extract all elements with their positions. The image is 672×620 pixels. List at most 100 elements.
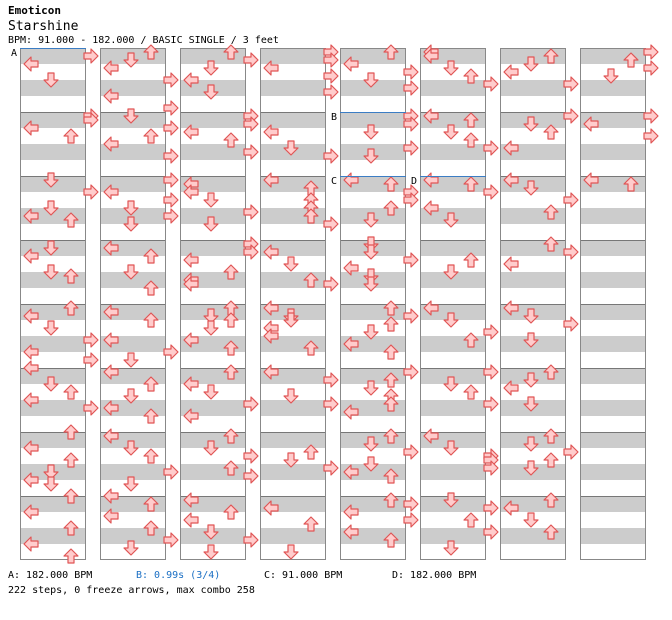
right-arrow-icon [323,148,339,164]
right-arrow-icon [243,396,259,412]
beat-band [21,144,85,160]
measure-line [581,368,645,369]
beat-band [101,208,165,224]
left-arrow-icon [23,392,39,408]
beat-band [341,112,405,128]
left-arrow-icon [583,116,599,132]
measure-line [261,496,325,497]
down-arrow-icon [443,60,459,76]
up-arrow-icon [303,340,319,356]
left-arrow-icon [23,56,39,72]
measure-line [21,432,85,433]
beat-band [261,432,325,448]
left-arrow-icon [183,124,199,140]
up-arrow-icon [463,68,479,84]
chart-stats: 222 steps, 0 freeze arrows, max combo 25… [8,585,255,596]
down-arrow-icon [203,84,219,100]
left-arrow-icon [183,332,199,348]
measure-line [261,368,325,369]
left-arrow-icon [343,504,359,520]
left-arrow-icon [503,380,519,396]
right-arrow-icon [643,44,659,60]
artist-name: Emoticon [8,4,61,17]
down-arrow-icon [523,116,539,132]
down-arrow-icon [123,216,139,232]
down-arrow-icon [443,440,459,456]
beat-band [181,176,245,192]
down-arrow-icon [523,512,539,528]
up-arrow-icon [143,312,159,328]
up-arrow-icon [143,448,159,464]
beat-band [101,144,165,160]
up-arrow-icon [63,128,79,144]
measure-line [181,368,245,369]
down-arrow-icon [283,256,299,272]
left-arrow-icon [263,364,279,380]
left-arrow-icon [423,172,439,188]
left-arrow-icon [263,328,279,344]
right-arrow-icon [323,372,339,388]
measure-line [501,368,565,369]
measure-line [181,304,245,305]
left-arrow-icon [503,172,519,188]
beat-band [581,528,645,544]
right-arrow-icon [323,84,339,100]
up-arrow-icon [63,452,79,468]
up-arrow-icon [63,424,79,440]
down-arrow-icon [523,56,539,72]
down-arrow-icon [43,476,59,492]
measure-line [181,176,245,177]
measure-line [21,112,85,113]
left-arrow-icon [183,184,199,200]
right-arrow-icon [483,364,499,380]
right-arrow-icon [163,532,179,548]
up-arrow-icon [463,332,479,348]
up-arrow-icon [463,252,479,268]
right-arrow-icon [563,444,579,460]
down-arrow-icon [123,540,139,556]
beat-band [581,272,645,288]
right-arrow-icon [643,128,659,144]
up-arrow-icon [463,512,479,528]
up-arrow-icon [143,248,159,264]
right-arrow-icon [323,216,339,232]
left-arrow-icon [103,428,119,444]
measure-line [261,432,325,433]
right-arrow-icon [483,524,499,540]
up-arrow-icon [543,364,559,380]
down-arrow-icon [443,212,459,228]
measure-line [501,112,565,113]
up-arrow-icon [543,452,559,468]
left-arrow-icon [23,536,39,552]
measure-line [101,496,165,497]
beat-band [421,272,485,288]
measure-line [101,432,165,433]
left-arrow-icon [183,376,199,392]
up-arrow-icon [143,44,159,60]
beat-band [421,240,485,256]
left-arrow-icon [103,184,119,200]
right-arrow-icon [243,468,259,484]
right-arrow-icon [243,144,259,160]
beat-band [21,336,85,352]
measure-line [501,240,565,241]
right-arrow-icon [323,396,339,412]
right-arrow-icon [163,344,179,360]
beat-band [21,400,85,416]
left-arrow-icon [23,504,39,520]
left-arrow-icon [343,56,359,72]
beat-band [101,80,165,96]
right-arrow-icon [403,496,419,512]
chart-column-3 [180,48,246,560]
right-arrow-icon [83,48,99,64]
down-arrow-icon [203,320,219,336]
beat-band [581,336,645,352]
left-arrow-icon [503,140,519,156]
up-arrow-icon [383,372,399,388]
measure-line [181,432,245,433]
down-arrow-icon [363,124,379,140]
beat-band [581,144,645,160]
left-arrow-icon [423,428,439,444]
measure-line [341,432,405,433]
measure-line [341,304,405,305]
